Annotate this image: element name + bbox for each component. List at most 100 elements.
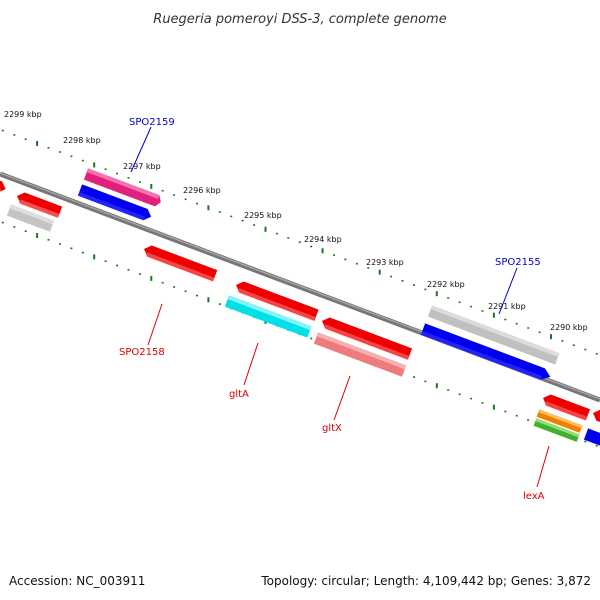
label-leader-lines — [130, 126, 550, 488]
major-tick — [93, 254, 96, 260]
minor-tick — [104, 168, 107, 170]
minor-tick — [241, 219, 244, 222]
map-title: Ruegeria pomeroyi DSS-3, complete genome — [153, 12, 446, 27]
minor-tick — [287, 237, 290, 239]
kbp-label: 2294 kbp — [304, 235, 342, 244]
gene-label-glta[interactable]: gltA — [229, 389, 249, 400]
gene-arrow[interactable] — [234, 279, 319, 321]
gene-arrow-spo2159[interactable] — [83, 168, 163, 207]
minor-tick — [116, 264, 118, 267]
gene-arrow-spo2158[interactable] — [142, 243, 218, 282]
minor-tick — [218, 211, 221, 213]
minor-tick — [196, 294, 198, 297]
minor-tick — [344, 258, 347, 261]
minor-tick — [584, 348, 587, 351]
outer-tick-ring — [1, 129, 598, 355]
minor-tick — [595, 445, 598, 447]
accession-text: Accession: NC_003911 — [9, 574, 146, 588]
minor-tick — [104, 260, 107, 262]
major-tick — [378, 269, 381, 275]
gene-arrow-gltx[interactable] — [313, 332, 407, 377]
minor-tick — [81, 251, 84, 254]
minor-tick — [595, 353, 598, 355]
minor-tick — [218, 303, 221, 305]
minor-tick — [1, 221, 4, 224]
kbp-label: 2290 kbp — [550, 323, 588, 332]
gene-label-spo2155[interactable]: SPO2155 — [495, 257, 541, 268]
minor-tick — [584, 440, 587, 443]
minor-tick — [413, 376, 415, 378]
gene-arrow[interactable] — [77, 184, 153, 222]
kbp-label: 2296 kbp — [183, 186, 221, 195]
kbp-labels: 2299 kbp 2298 kbp 2297 kbp 2296 kbp 2295… — [4, 110, 588, 332]
minor-tick — [70, 155, 73, 158]
gene-features — [0, 168, 600, 449]
major-tick — [207, 297, 210, 303]
minor-tick — [413, 284, 415, 286]
gene-arrow[interactable] — [583, 428, 600, 449]
major-tick — [435, 383, 438, 389]
minor-tick — [24, 138, 27, 140]
genome-summary-text: Topology: circular; Length: 4,109,442 bp… — [261, 574, 591, 588]
major-tick — [36, 233, 39, 238]
kbp-label: 2299 kbp — [4, 110, 42, 119]
minor-tick — [230, 215, 233, 218]
gene-arrow[interactable] — [0, 177, 8, 195]
gene-arrow[interactable] — [320, 315, 413, 360]
minor-tick — [355, 262, 358, 265]
minor-tick — [561, 340, 564, 342]
kbp-label: 2292 kbp — [427, 280, 465, 289]
minor-tick — [1, 129, 4, 132]
major-tick — [207, 205, 210, 211]
minor-tick — [127, 269, 130, 271]
gene-arrow[interactable] — [420, 323, 553, 382]
major-tick — [150, 183, 153, 189]
minor-tick — [458, 393, 461, 396]
kbp-label: 2297 kbp — [123, 162, 161, 171]
gene-label-gltx[interactable]: gltX — [322, 423, 342, 434]
minor-tick — [173, 286, 176, 288]
minor-tick — [116, 172, 118, 175]
minor-tick — [13, 226, 16, 228]
minor-tick — [504, 410, 507, 413]
minor-tick — [310, 245, 313, 248]
minor-tick — [58, 151, 61, 153]
minor-tick — [458, 301, 461, 304]
minor-tick — [515, 414, 518, 417]
gene-arrow[interactable] — [15, 190, 63, 218]
major-tick — [150, 275, 153, 281]
minor-tick — [333, 254, 335, 256]
minor-tick — [161, 189, 164, 192]
gene-arrow[interactable] — [541, 392, 591, 421]
minor-tick — [196, 202, 198, 205]
gene-arrow[interactable] — [6, 204, 55, 232]
minor-tick — [161, 281, 164, 284]
kbp-label: 2291 kbp — [488, 302, 526, 311]
gene-arrow-glta[interactable] — [224, 295, 312, 338]
minor-tick — [127, 177, 130, 179]
minor-tick — [47, 147, 50, 149]
minor-tick — [81, 159, 84, 162]
gene-arrow-orange[interactable] — [536, 409, 583, 433]
minor-tick — [275, 232, 278, 235]
minor-tick — [310, 337, 313, 340]
minor-tick — [527, 327, 530, 329]
minor-tick — [390, 275, 393, 278]
gene-label-spo2158[interactable]: SPO2158 — [119, 347, 165, 358]
minor-tick — [184, 290, 187, 293]
minor-tick — [138, 181, 141, 183]
gene-label-lexa[interactable]: lexA — [523, 491, 545, 502]
minor-tick — [70, 247, 73, 250]
gene-label-spo2159[interactable]: SPO2159 — [129, 117, 175, 128]
minor-tick — [298, 241, 301, 243]
minor-tick — [515, 322, 518, 325]
major-tick — [492, 312, 495, 318]
minor-tick — [527, 419, 530, 421]
gene-arrow-green[interactable] — [533, 418, 580, 442]
kbp-label: 2298 kbp — [63, 136, 101, 145]
gene-arrow-spo2155[interactable] — [427, 305, 560, 365]
minor-tick — [481, 402, 484, 404]
gene-arrow[interactable] — [591, 407, 600, 426]
major-tick — [550, 334, 552, 340]
